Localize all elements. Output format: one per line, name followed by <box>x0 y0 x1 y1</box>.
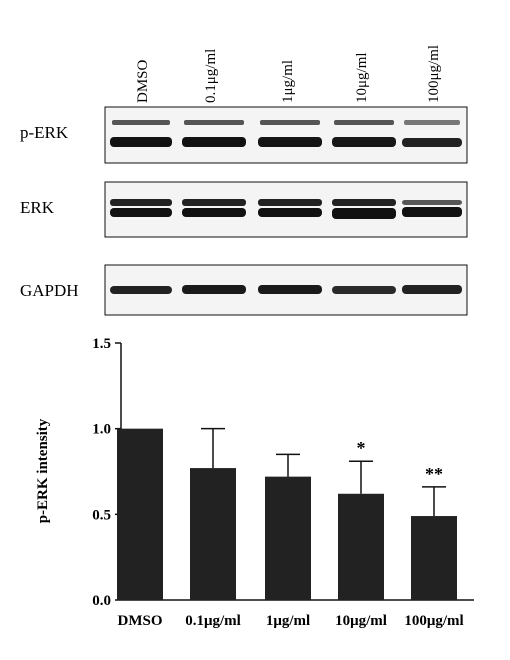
y-tick-label: 1.0 <box>92 422 111 438</box>
x-tick-label: 0.1μg/ml <box>185 613 241 629</box>
bar <box>265 476 311 600</box>
blot-band <box>110 286 172 294</box>
x-tick-label: DMSO <box>118 613 163 629</box>
lane-label-dmso: DMSO <box>135 59 151 103</box>
blot-band <box>182 285 246 294</box>
blot-band <box>258 285 322 294</box>
bar <box>117 428 163 600</box>
lane-label-1: 1μg/ml <box>280 60 296 103</box>
blot-band <box>112 120 170 125</box>
significance-label: * <box>357 438 366 458</box>
blot-band <box>110 137 172 147</box>
blot-label-p-erk: p-ERK <box>20 123 69 142</box>
y-tick-label: 1.5 <box>92 336 111 352</box>
blot-band <box>258 199 322 206</box>
bar <box>411 516 457 600</box>
lane-label-0-1: 0.1μg/ml <box>203 49 219 103</box>
x-labels: DMSO 0.1μg/ml 1μg/ml 10μg/ml 100μg/ml <box>118 613 464 629</box>
blot-band <box>332 286 396 294</box>
y-ticks: 0.0 0.5 1.0 1.5 <box>92 336 121 609</box>
blot-band <box>110 208 172 217</box>
blot-band <box>334 120 394 125</box>
y-tick-label: 0.0 <box>92 593 111 609</box>
error-bars <box>201 427 446 517</box>
blot-band <box>184 120 244 125</box>
blot-band <box>332 208 396 219</box>
bar <box>190 468 236 600</box>
bars <box>117 428 457 600</box>
lane-headers: DMSO 0.1μg/ml 1μg/ml 10μg/ml 100μg/ml <box>135 45 442 103</box>
x-tick-label: 1μg/ml <box>266 613 310 629</box>
significance-labels: *** <box>357 438 444 484</box>
blot-band <box>110 199 172 206</box>
y-axis-title: p-ERK intensity <box>35 418 51 523</box>
bar <box>338 493 384 600</box>
blot-band <box>182 137 246 147</box>
blot-band <box>258 208 322 217</box>
blot-panel-gapdh: GAPDH <box>20 264 468 316</box>
blot-panel-erk: ERK <box>20 181 468 238</box>
x-tick-label: 10μg/ml <box>335 613 387 629</box>
blot-frame <box>104 106 468 164</box>
blot-label-gapdh: GAPDH <box>20 281 79 300</box>
lane-label-10: 10μg/ml <box>354 52 370 103</box>
x-tick-label: 100μg/ml <box>404 613 463 629</box>
significance-label: ** <box>425 464 443 484</box>
blot-band <box>182 199 246 206</box>
blot-band <box>258 137 322 147</box>
blot-band <box>404 120 460 125</box>
bar-chart: p-ERK intensity 0.00.51.01.5 *** DMSO 0.1… <box>35 336 474 629</box>
blot-band <box>260 120 320 125</box>
blot-band <box>402 138 462 147</box>
blot-band <box>402 200 462 205</box>
blot-band <box>332 137 396 147</box>
blot-panel-p-erk: p-ERK <box>20 106 468 164</box>
blot-band <box>332 199 396 206</box>
blot-band <box>402 207 462 217</box>
blot-label-erk: ERK <box>20 198 55 217</box>
y-tick-label: 0.5 <box>92 507 111 523</box>
blot-band <box>402 285 462 294</box>
lane-label-100: 100μg/ml <box>426 45 442 103</box>
blot-band <box>182 208 246 217</box>
